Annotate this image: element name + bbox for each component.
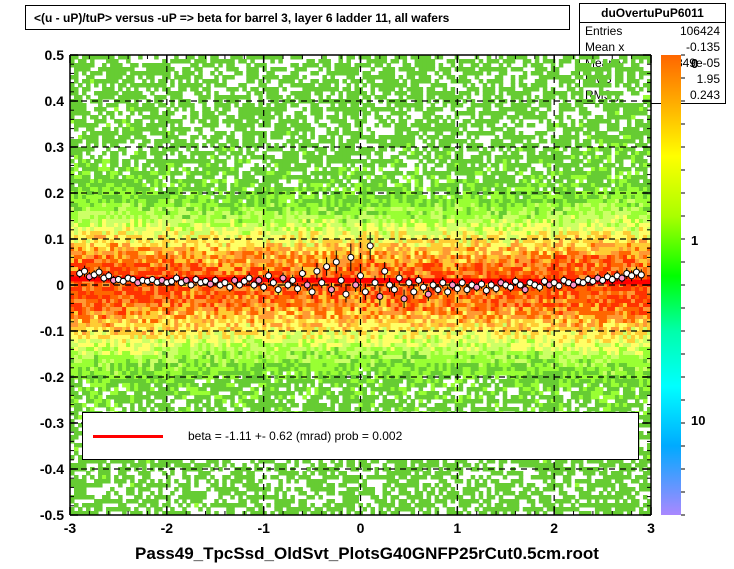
z-axis-label: 1 bbox=[691, 233, 698, 248]
colorbar bbox=[661, 55, 681, 515]
legend-box: beta = -1.11 +- 0.62 (mrad) prob = 0.002 bbox=[82, 412, 639, 459]
legend-line-sample bbox=[93, 435, 163, 438]
z-axis-label: 10 bbox=[691, 413, 705, 428]
colorbar-ticks bbox=[681, 55, 685, 515]
footer-filename: Pass49_TpcSsd_OldSvt_PlotsG40GNFP25rCut0… bbox=[0, 544, 734, 564]
plot-svg: -3-2-10123-0.5-0.4-0.3-0.2-0.100.10.20.3… bbox=[0, 0, 734, 569]
root-container: <(u - uP)/tuP> versus -uP => beta for ba… bbox=[0, 0, 734, 569]
legend-text: beta = -1.11 +- 0.62 (mrad) prob = 0.002 bbox=[188, 429, 402, 443]
z-axis-label: 0 bbox=[691, 56, 698, 71]
